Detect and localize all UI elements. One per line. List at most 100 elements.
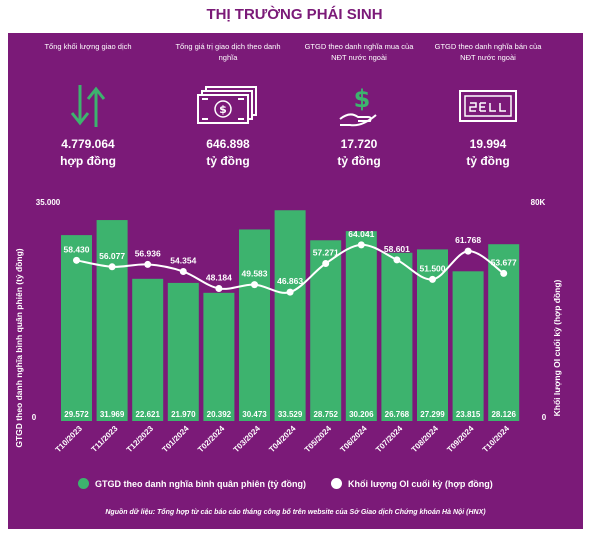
legend-swatch-white [331, 478, 342, 489]
y2-tick-zero: 0 [542, 413, 547, 422]
y2-tick-max: 80K [531, 198, 546, 207]
infographic-panel: Tổng khối lượng giao dịch 4.779.064 hợp … [8, 33, 583, 529]
stat-unit: tỷ đồng [337, 154, 381, 168]
oi-point [286, 288, 294, 296]
x-tick-label: T10/2024 [481, 424, 512, 455]
oi-point [144, 260, 152, 268]
bar-value-label: 30.473 [242, 410, 267, 419]
bar-value-label: 33.529 [278, 410, 303, 419]
bar-value-label: 20.392 [207, 410, 232, 419]
x-tick-label: T04/2024 [267, 424, 298, 455]
bar [167, 282, 199, 421]
oi-point [251, 281, 258, 289]
x-tick-label: T05/2024 [303, 424, 334, 455]
stat-value: 19.994 [469, 137, 507, 151]
stat-label: Tổng khối lượng giao dịch [44, 42, 132, 51]
oi-value-label: 54.354 [170, 256, 196, 266]
svg-text:$: $ [219, 103, 227, 116]
x-tick-label: T09/2024 [445, 424, 476, 455]
oi-value-label: 48.184 [206, 272, 232, 282]
oi-value-label: 58.601 [384, 244, 410, 254]
stat-label: GTGD theo danh nghĩa bán của NĐT nước ng… [434, 42, 542, 62]
svg-text:$: $ [354, 85, 371, 113]
x-tick-label: T06/2024 [338, 424, 369, 455]
bar-value-label: 22.621 [135, 410, 160, 419]
oi-value-label: 51.500 [420, 263, 446, 273]
bar-value-label: 23.815 [456, 410, 481, 419]
bar [417, 249, 448, 421]
legend-swatch-green [78, 478, 89, 489]
oi-value-label: 46.863 [277, 276, 303, 286]
oi-point [73, 256, 80, 264]
oi-value-label: 57.271 [313, 248, 339, 258]
legend-item-bars: GTGD theo danh nghĩa bình quân phiên (tỷ… [78, 478, 306, 489]
x-tick-label: T08/2024 [410, 424, 441, 455]
bar-value-label: 28.126 [491, 410, 516, 419]
combo-chart: GTGD theo danh nghĩa bình quân phiên (tỷ… [14, 198, 562, 455]
oi-point [322, 260, 330, 268]
stat-unit: tỷ đồng [466, 154, 510, 168]
oi-point [108, 263, 116, 271]
bar [310, 240, 342, 421]
oi-point [429, 275, 436, 283]
bar [274, 210, 306, 421]
oi-point [357, 241, 365, 249]
y2-axis-label: Khối lượng OI cuối kỳ (hợp đồng) [552, 279, 562, 416]
x-tick-label: T10/2023 [54, 424, 85, 455]
bar [381, 252, 413, 421]
stat-label: Tổng giá trị giao dịch theo danh nghĩa [175, 42, 281, 62]
oi-value-label: 53.677 [491, 257, 517, 267]
bar-value-label: 26.768 [385, 410, 410, 419]
oi-value-label: 61.768 [455, 235, 481, 245]
stat-foreign-sell: GTGD theo danh nghĩa bán của NĐT nước ng… [428, 41, 548, 170]
legend-label: Khối lượng OI cuối kỳ (hợp đồng) [348, 478, 493, 489]
oi-point [215, 284, 223, 292]
bar [203, 292, 235, 421]
hand-dollar-icon: $ [299, 81, 419, 131]
up-down-arrows-icon [28, 81, 148, 131]
oi-point [464, 247, 472, 255]
stat-unit: hợp đồng [60, 154, 116, 168]
bar [239, 229, 270, 421]
bar [452, 271, 484, 421]
x-tick-label: T01/2024 [160, 424, 191, 455]
oi-value-label: 64.041 [348, 229, 374, 239]
banknotes-icon: $ [168, 81, 288, 131]
bar-value-label: 28.752 [313, 410, 338, 419]
bar [345, 231, 377, 421]
stat-value: 4.779.064 [61, 137, 115, 151]
bar-value-label: 27.299 [420, 410, 445, 419]
stat-foreign-buy: GTGD theo danh nghĩa mua của NĐT nước ng… [299, 41, 419, 170]
x-tick-label: T07/2024 [374, 424, 405, 455]
oi-point [500, 269, 508, 277]
bar [132, 278, 164, 421]
bar-value-label: 31.969 [100, 410, 125, 419]
oi-value-label: 49.583 [242, 269, 268, 279]
sell-sign-icon [428, 81, 548, 131]
oi-value-label: 56.077 [99, 251, 125, 261]
page-title: THỊ TRƯỜNG PHÁI SINH [206, 6, 383, 23]
oi-value-label: 56.936 [135, 248, 161, 258]
stat-total-volume: Tổng khối lượng giao dịch 4.779.064 hợp … [28, 41, 148, 170]
oi-point [179, 268, 187, 276]
x-tick-label: T03/2024 [232, 424, 263, 455]
x-tick-label: T12/2023 [125, 424, 156, 455]
bar [61, 235, 92, 421]
stat-label: GTGD theo danh nghĩa mua của NĐT nước ng… [304, 42, 414, 62]
stat-unit: tỷ đồng [206, 154, 250, 168]
stat-value: 646.898 [206, 137, 250, 151]
bar-value-label: 30.206 [349, 410, 374, 419]
stat-total-value: Tổng giá trị giao dịch theo danh nghĩa $… [168, 41, 288, 170]
y-tick-max: 35.000 [36, 198, 61, 207]
y-axis-label: GTGD theo danh nghĩa bình quân phiên (tỷ… [14, 248, 24, 447]
bar [96, 220, 128, 421]
bar-value-label: 21.970 [171, 410, 196, 419]
x-tick-label: T02/2024 [196, 424, 227, 455]
oi-value-label: 58.430 [64, 244, 90, 254]
legend-label: GTGD theo danh nghĩa bình quân phiên (tỷ… [95, 478, 306, 489]
source-note: Nguồn dữ liệu: Tổng hợp từ các báo cáo t… [105, 509, 486, 516]
bar-value-label: 29.572 [64, 410, 89, 419]
legend-item-line: Khối lượng OI cuối kỳ (hợp đồng) [331, 478, 493, 489]
stat-value: 17.720 [340, 137, 378, 151]
y-tick-zero: 0 [32, 413, 37, 422]
